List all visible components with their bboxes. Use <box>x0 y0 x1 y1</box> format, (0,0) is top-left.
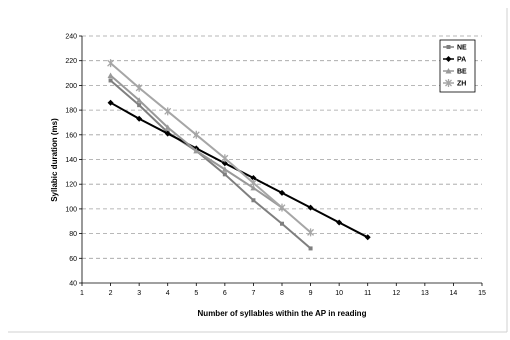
legend-marker-zh <box>445 79 452 87</box>
x-tick-label-13: 13 <box>421 290 429 297</box>
y-tick-label-100: 100 <box>65 206 77 213</box>
legend-label-pa: PA <box>457 57 466 64</box>
data-point-be-7 <box>250 184 257 191</box>
legend-label-be: BE <box>457 69 467 76</box>
x-tick-labels: 1 2 3 4 5 6 7 8 9 10 11 12 13 14 15 <box>80 283 486 297</box>
series-line-ne <box>109 79 312 250</box>
x-tick-label-15: 15 <box>478 290 486 297</box>
x-tick-label-9: 9 <box>309 290 313 297</box>
data-point-be-2 <box>107 72 114 79</box>
data-point-ne-9 <box>308 246 313 251</box>
x-tick-label-7: 7 <box>251 290 255 297</box>
x-tick-label-3: 3 <box>137 290 141 297</box>
data-point-pa-9 <box>307 204 314 211</box>
data-point-zh-2 <box>107 59 115 68</box>
legend: NE PA BE ZH <box>439 39 476 93</box>
data-point-zh-3 <box>135 83 143 92</box>
data-point-ne-2 <box>108 78 113 83</box>
data-point-be-6 <box>221 166 228 172</box>
legend-marker-ne <box>446 45 451 49</box>
x-tick-label-6: 6 <box>223 290 227 297</box>
data-point-ne-6 <box>222 172 227 177</box>
y-tick-label-60: 60 <box>69 256 77 263</box>
data-point-zh-9 <box>307 228 315 237</box>
x-tick-label-1: 1 <box>80 290 84 297</box>
data-point-pa-6 <box>221 160 228 167</box>
y-tick-label-180: 180 <box>65 108 77 115</box>
legend-label-ne: NE <box>457 45 467 52</box>
series-group <box>107 59 371 251</box>
x-tick-label-11: 11 <box>364 290 371 297</box>
series-be <box>107 72 285 211</box>
y-tick-label-140: 140 <box>65 157 77 164</box>
x-tick-label-12: 12 <box>392 290 400 297</box>
series-line-zh <box>109 62 312 234</box>
y-tick-label-160: 160 <box>65 132 77 139</box>
y-tick-labels: 40 60 80 100 120 140 160 180 200 220 240 <box>65 34 82 288</box>
data-point-be-5 <box>193 147 200 154</box>
data-point-zh-8 <box>278 203 286 212</box>
data-point-be-4 <box>164 124 171 130</box>
data-point-pa-11 <box>364 234 371 241</box>
series-ne <box>108 78 313 251</box>
y-tick-label-120: 120 <box>65 182 77 189</box>
legend-marker-be <box>445 68 452 74</box>
data-point-zh-6 <box>221 154 229 163</box>
x-tick-label-2: 2 <box>109 290 113 297</box>
y-tick-label-200: 200 <box>65 83 77 90</box>
x-tick-label-5: 5 <box>194 290 198 297</box>
legend-marker-pa <box>445 56 452 62</box>
y-tick-label-240: 240 <box>65 34 77 41</box>
data-point-pa-3 <box>136 115 143 122</box>
data-point-ne-7 <box>251 198 256 203</box>
data-point-pa-7 <box>250 175 257 182</box>
data-point-zh-5 <box>192 130 200 139</box>
series-zh <box>107 59 315 237</box>
y-axis-label: Syllabic duration (ms) <box>50 118 59 202</box>
data-point-ne-3 <box>137 103 142 108</box>
y-tick-label-80: 80 <box>69 231 77 238</box>
x-tick-label-8: 8 <box>280 290 284 297</box>
y-tick-label-220: 220 <box>65 58 77 65</box>
x-tick-label-14: 14 <box>450 290 458 297</box>
data-point-pa-2 <box>107 99 114 106</box>
data-point-pa-4 <box>164 130 171 137</box>
y-tick-label-40: 40 <box>69 281 77 288</box>
data-point-ne-8 <box>280 221 284 226</box>
data-point-be-3 <box>136 97 143 103</box>
x-axis-label: Number of syllables within the AP in rea… <box>198 309 367 318</box>
legend-label-zh: ZH <box>457 81 466 88</box>
x-tick-label-10: 10 <box>335 290 343 297</box>
data-point-zh-4 <box>164 107 172 116</box>
data-point-pa-10 <box>336 219 343 226</box>
series-line-be <box>109 74 283 209</box>
data-point-pa-8 <box>279 189 285 196</box>
x-tick-label-4: 4 <box>166 290 170 297</box>
data-point-zh-7 <box>249 178 257 187</box>
